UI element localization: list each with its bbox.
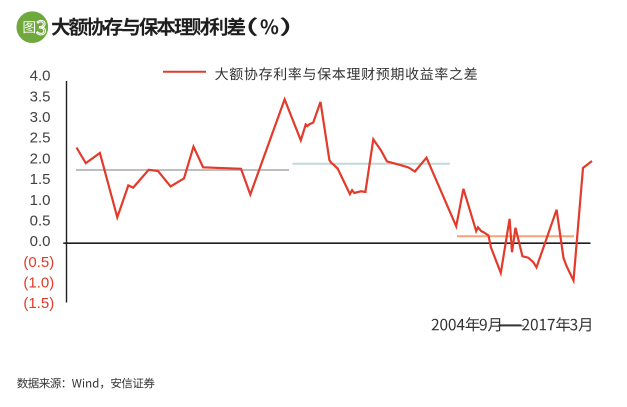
svg-text:3.0: 3.0: [30, 109, 51, 126]
svg-text:(1.0): (1.0): [23, 275, 54, 292]
svg-text:0.5: 0.5: [30, 213, 51, 230]
svg-text:(0.5): (0.5): [23, 254, 54, 271]
svg-text:(1.5): (1.5): [23, 295, 54, 312]
svg-text:1.0: 1.0: [30, 192, 51, 209]
svg-text:2.0: 2.0: [30, 150, 51, 167]
svg-text:3.5: 3.5: [30, 88, 51, 105]
svg-text:0.0: 0.0: [30, 233, 51, 250]
svg-text:4.0: 4.0: [30, 68, 51, 85]
svg-text:1.5: 1.5: [30, 171, 51, 188]
svg-text:2.5: 2.5: [30, 130, 51, 147]
